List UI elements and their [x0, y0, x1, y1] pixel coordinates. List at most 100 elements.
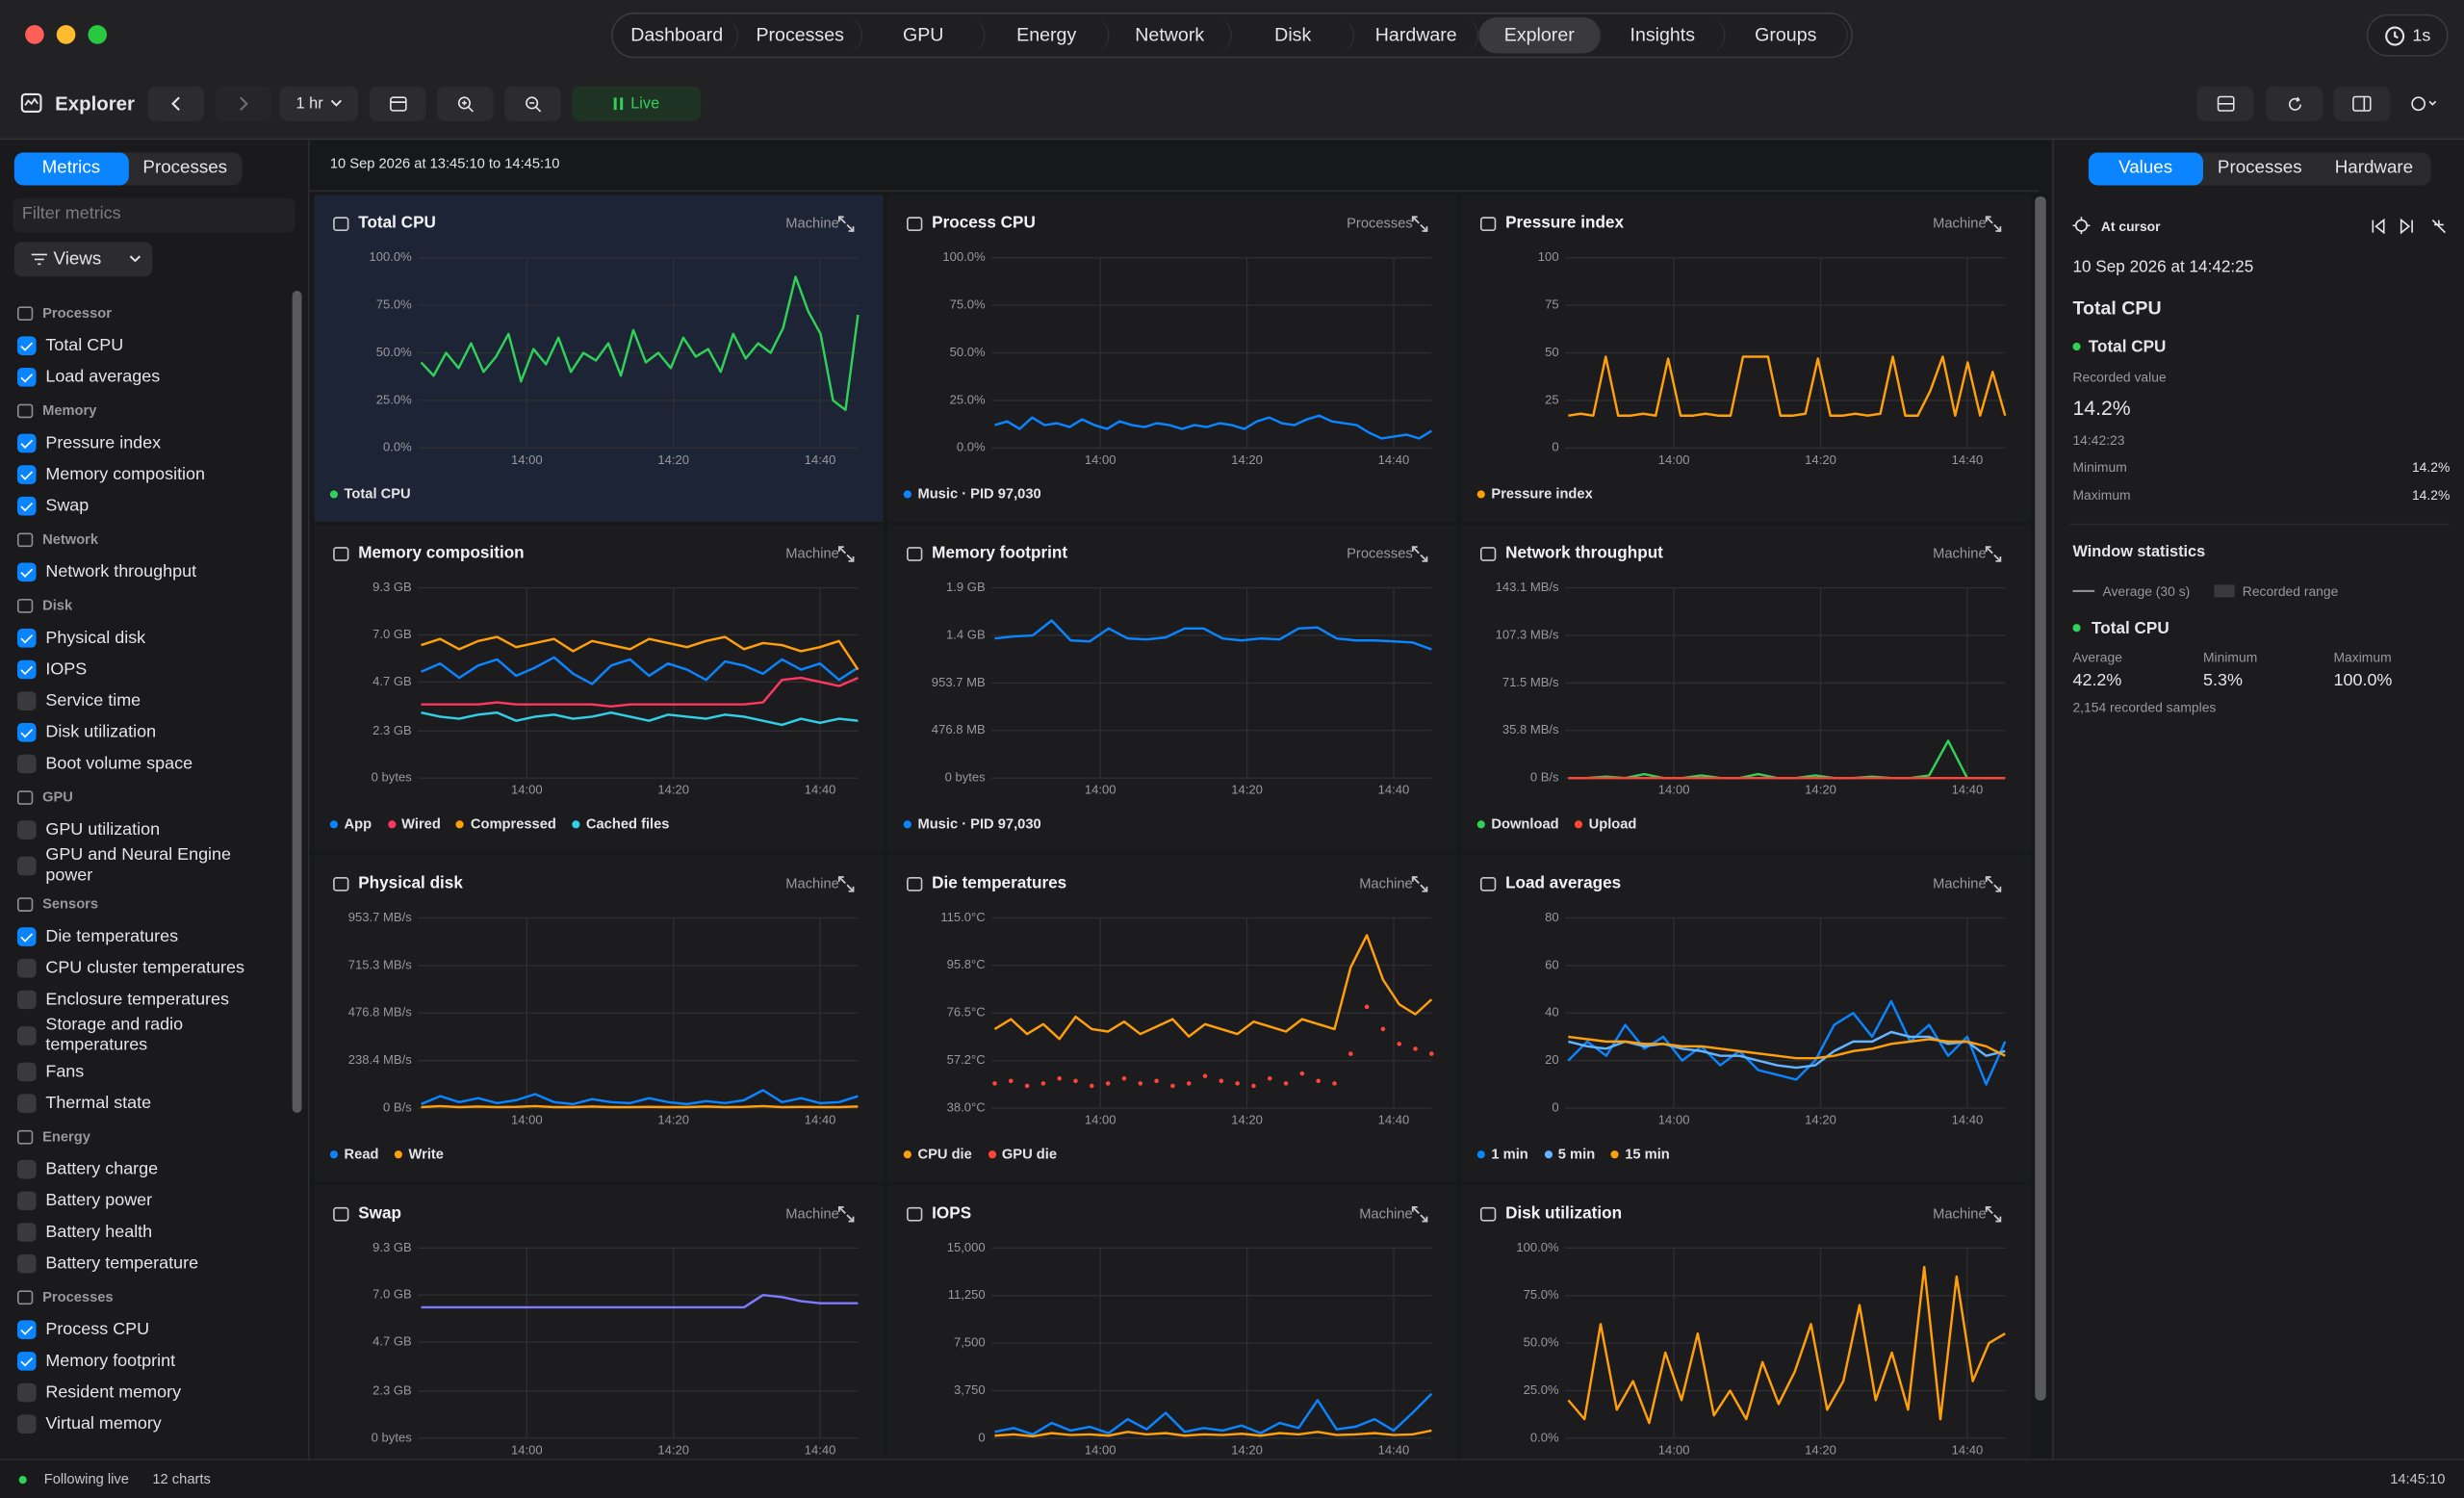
sidebar-toggle[interactable]: [2333, 86, 2391, 121]
zoom-out-button[interactable]: [504, 86, 561, 121]
metric-row[interactable]: IOPS: [0, 654, 293, 685]
metric-row[interactable]: Storage and radio temperatures: [0, 1016, 293, 1056]
checkbox[interactable]: [16, 1352, 37, 1371]
metric-row[interactable]: Battery charge: [0, 1153, 293, 1185]
back-button[interactable]: [147, 86, 205, 121]
checkbox[interactable]: [16, 723, 37, 742]
checkbox[interactable]: [16, 433, 37, 453]
checkbox[interactable]: [16, 1253, 37, 1274]
metric-row[interactable]: CPU cluster temperatures: [0, 952, 293, 984]
close-button[interactable]: [25, 25, 44, 44]
metric-row[interactable]: Process CPU: [0, 1314, 293, 1346]
expand-icon[interactable]: [837, 216, 855, 233]
chart-card[interactable]: 0 B/s 35.8 MB/s 71.5 MB/s 107.3 MB/s 143.1 M…: [1461, 525, 2031, 852]
metric-row[interactable]: Battery temperature: [0, 1248, 293, 1279]
expand-icon[interactable]: [1411, 546, 1428, 563]
checkbox[interactable]: [16, 754, 37, 774]
more-button[interactable]: [2401, 87, 2449, 121]
refresh-button[interactable]: [2266, 86, 2323, 121]
cursor-controls[interactable]: [2372, 218, 2456, 235]
checkbox[interactable]: [16, 562, 37, 582]
metric-row[interactable]: Physical disk: [0, 623, 293, 655]
checkbox[interactable]: [16, 1159, 37, 1179]
chart-card[interactable]: 38.0°C 57.2°C 76.5°C 95.8°C 115.0°C 14:00 14:2…: [887, 855, 1457, 1182]
checkbox[interactable]: [16, 336, 37, 355]
checkbox[interactable]: [16, 368, 37, 387]
zoom-in-button[interactable]: [436, 86, 494, 121]
chart-card[interactable]: 0 bytes 2.3 GB 4.7 GB 7.0 GB 9.3 GB 14:00 14:2…: [314, 1185, 884, 1459]
metric-row[interactable]: Battery health: [0, 1217, 293, 1249]
nav-tab[interactable]: GPU: [862, 16, 987, 54]
interval-button[interactable]: 1s: [2366, 13, 2449, 57]
checkbox[interactable]: [16, 465, 37, 484]
segment-tab[interactable]: Processes: [142, 158, 228, 178]
checkbox[interactable]: [16, 1094, 37, 1113]
minimize-button[interactable]: [56, 25, 76, 44]
segment-tab[interactable]: Metrics: [13, 152, 129, 186]
chart-card[interactable]: 0 bytes 476.8 MB 953.7 MB 1.4 GB 1.9 GB 14:00…: [887, 525, 1457, 852]
metric-row[interactable]: Battery power: [0, 1185, 293, 1217]
metric-row[interactable]: Service time: [0, 685, 293, 717]
views-button[interactable]: Views: [13, 242, 153, 277]
chart-card[interactable]: 0 bytes 2.3 GB 4.7 GB 7.0 GB 9.3 GB 14:00 14:2…: [314, 525, 884, 852]
metric-row[interactable]: Load averages: [0, 362, 293, 394]
checkbox[interactable]: [16, 1382, 37, 1403]
checkbox[interactable]: [16, 927, 37, 946]
checkbox[interactable]: [16, 496, 37, 516]
forward-button[interactable]: [215, 86, 272, 121]
segment-tab[interactable]: Values: [2088, 152, 2203, 186]
checkbox[interactable]: [16, 1414, 37, 1433]
metric-row[interactable]: Swap: [0, 490, 293, 522]
nav-tab[interactable]: Energy: [986, 16, 1110, 54]
live-button[interactable]: Live: [572, 86, 702, 121]
chart-card[interactable]: 0.0% 25.0% 50.0% 75.0% 100.0% 14:00 14:20 14:40…: [887, 194, 1457, 523]
checkbox[interactable]: [16, 1320, 37, 1340]
expand-icon[interactable]: [1411, 1205, 1428, 1223]
checkbox[interactable]: [16, 629, 37, 648]
metric-row[interactable]: Memory footprint: [0, 1346, 293, 1378]
expand-icon[interactable]: [837, 1205, 855, 1223]
zoom-button[interactable]: [88, 25, 108, 44]
expand-icon[interactable]: [837, 875, 855, 892]
range-dropdown[interactable]: 1 hr: [279, 86, 359, 121]
nav-tab[interactable]: Hardware: [1355, 16, 1479, 54]
metric-row[interactable]: Disk utilization: [0, 716, 293, 748]
nav-tab[interactable]: Explorer: [1478, 16, 1603, 54]
expand-icon[interactable]: [1985, 875, 2002, 892]
checkbox[interactable]: [16, 659, 37, 680]
metric-row[interactable]: Fans: [0, 1056, 293, 1088]
checkbox[interactable]: [16, 1223, 37, 1242]
expand-icon[interactable]: [1985, 546, 2002, 563]
checkbox[interactable]: [16, 820, 37, 839]
checkbox[interactable]: [16, 1191, 37, 1211]
metric-row[interactable]: Network throughput: [0, 556, 293, 588]
checkbox[interactable]: [16, 1062, 37, 1082]
nav-tab[interactable]: Groups: [1725, 16, 1849, 54]
chart-card[interactable]: 0 3,750 7,500 11,250 15,000 14:00 14:20 14:40 IO…: [887, 1185, 1457, 1459]
chart-card[interactable]: 0.0% 25.0% 50.0% 75.0% 100.0% 14:00 14:20 14:40…: [314, 194, 884, 523]
expand-icon[interactable]: [1411, 216, 1428, 233]
expand-icon[interactable]: [1411, 875, 1428, 892]
expand-icon[interactable]: [837, 546, 855, 563]
metric-row[interactable]: Virtual memory: [0, 1408, 293, 1440]
metric-row[interactable]: Thermal state: [0, 1088, 293, 1120]
chart-card[interactable]: 0 20 40 60 80 14:00 14:20 14:40 Load averages Mac…: [1461, 855, 2031, 1182]
filter-input[interactable]: Filter metrics: [13, 197, 295, 233]
nav-tab[interactable]: Network: [1109, 16, 1233, 54]
nav-tab[interactable]: Insights: [1602, 16, 1726, 54]
checkbox[interactable]: [16, 1026, 37, 1046]
main-scrollbar[interactable]: [2035, 196, 2046, 1401]
metric-row[interactable]: Resident memory: [0, 1377, 293, 1408]
checkbox[interactable]: [16, 990, 37, 1010]
expand-icon[interactable]: [1985, 216, 2002, 233]
expand-icon[interactable]: [1985, 1205, 2002, 1223]
chart-card[interactable]: 0 B/s 238.4 MB/s 476.8 MB/s 715.3 MB/s 953.7…: [314, 855, 884, 1182]
metric-row[interactable]: GPU and Neural Engine power: [0, 845, 293, 886]
metric-row[interactable]: GPU utilization: [0, 814, 293, 846]
metric-row[interactable]: Memory composition: [0, 459, 293, 491]
checkbox[interactable]: [16, 958, 37, 978]
nav-tab[interactable]: Processes: [739, 16, 863, 54]
metric-row[interactable]: Total CPU: [0, 330, 293, 362]
layout-button[interactable]: [2196, 86, 2254, 121]
metric-row[interactable]: Die temperatures: [0, 921, 293, 953]
